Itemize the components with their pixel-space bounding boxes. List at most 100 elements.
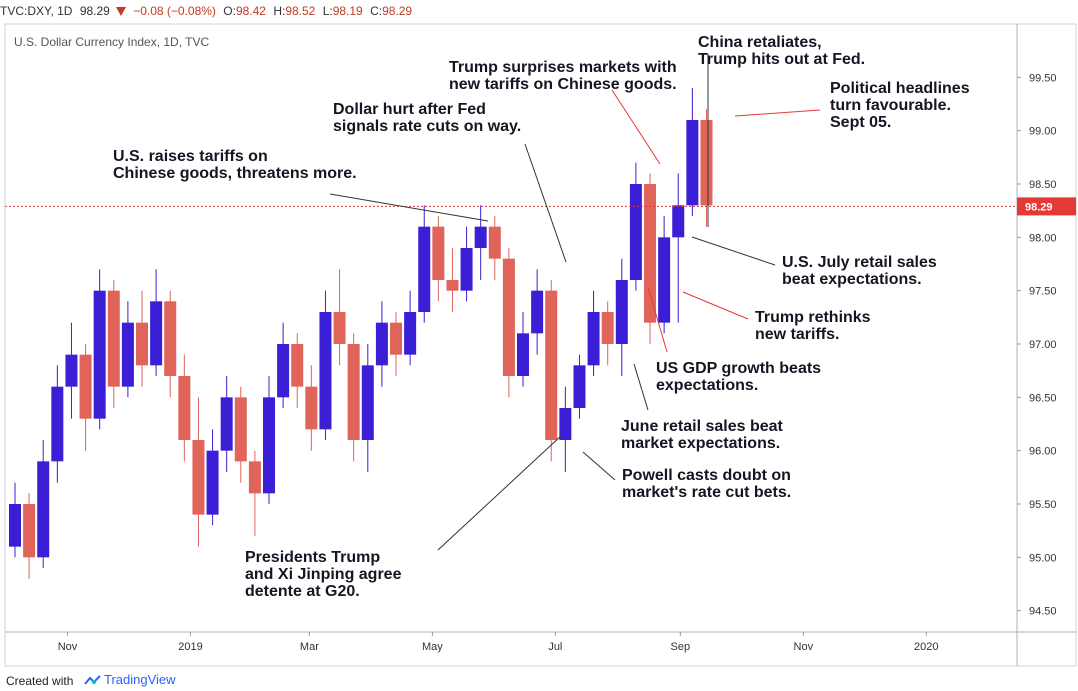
y-tick-label: 96.00 bbox=[1029, 446, 1057, 458]
x-tick-label: Jul bbox=[548, 641, 562, 653]
candle-body bbox=[65, 354, 78, 387]
candle-body bbox=[93, 290, 106, 419]
candle-body bbox=[700, 120, 713, 206]
leader-presidents-g20 bbox=[437, 434, 563, 551]
annotation-line: expectations. bbox=[656, 377, 758, 394]
candle-body bbox=[121, 322, 134, 387]
x-tick-label: Nov bbox=[794, 641, 814, 653]
candle-body bbox=[291, 344, 304, 387]
leader-dollar-hurt-fed bbox=[524, 143, 567, 263]
candle-body bbox=[517, 333, 530, 376]
candle-body bbox=[9, 504, 21, 547]
annotation-line: China retaliates, bbox=[698, 34, 822, 51]
annotation-line: Presidents Trump bbox=[245, 549, 380, 566]
footer: Created with TradingView bbox=[0, 669, 1078, 691]
candle-body bbox=[418, 226, 431, 312]
x-tick-label: 2020 bbox=[914, 641, 938, 653]
candle-body bbox=[390, 322, 403, 355]
candle-body bbox=[432, 226, 445, 280]
x-tick-label: Nov bbox=[58, 641, 78, 653]
last-price: 98.29 bbox=[79, 4, 110, 18]
low-label: L: bbox=[322, 4, 333, 18]
annotation-line: market's rate cut bets. bbox=[622, 484, 791, 501]
x-tick-label: May bbox=[422, 641, 443, 653]
y-tick-label: 99.50 bbox=[1029, 72, 1057, 84]
candle-body bbox=[615, 280, 628, 344]
leader-powell-doubt bbox=[582, 451, 616, 481]
high-value: 98.52 bbox=[285, 4, 316, 18]
candle-body bbox=[206, 450, 219, 515]
x-tick-label: Sep bbox=[671, 641, 691, 653]
candle-body bbox=[446, 280, 459, 291]
leader-trump-surprises bbox=[611, 89, 661, 165]
annotation-line: Dollar hurt after Fed bbox=[333, 101, 486, 118]
candle-body bbox=[23, 504, 36, 558]
leader-us-gdp bbox=[647, 286, 668, 353]
candle-body bbox=[587, 312, 600, 366]
y-tick-label: 97.00 bbox=[1029, 339, 1057, 351]
candle-body bbox=[658, 237, 671, 323]
candle-body bbox=[502, 258, 515, 376]
candle-body bbox=[319, 312, 332, 430]
candle-body bbox=[488, 226, 501, 259]
high-label: H: bbox=[273, 4, 286, 18]
annotation-us-raises-tariffs: U.S. raises tariffs on Chinese goods, thr… bbox=[113, 148, 357, 182]
x-tick-label: 2019 bbox=[178, 641, 202, 653]
annotation-line: Trump rethinks bbox=[755, 309, 871, 326]
candle-body bbox=[107, 290, 120, 387]
annotation-line: new tariffs. bbox=[755, 326, 839, 343]
candle-body bbox=[277, 344, 290, 398]
close-label: C: bbox=[370, 4, 383, 18]
last-price-tag: 98.29 bbox=[1017, 197, 1076, 216]
candle-body bbox=[192, 440, 205, 515]
low-value: 98.19 bbox=[332, 4, 363, 18]
candle-body bbox=[248, 461, 261, 494]
y-tick-label: 95.00 bbox=[1029, 552, 1057, 564]
candle-body bbox=[644, 184, 657, 323]
y-tick-label: 99.00 bbox=[1029, 126, 1057, 138]
candle-body bbox=[51, 386, 64, 462]
candle-body bbox=[474, 226, 487, 248]
change-value: −0.08 (−0.08%) bbox=[133, 4, 216, 18]
open-value: 98.42 bbox=[235, 4, 266, 18]
annotation-line: detente at G20. bbox=[245, 583, 360, 600]
tradingview-brand: TradingView bbox=[104, 672, 176, 687]
annotation-line: U.S. raises tariffs on bbox=[113, 148, 268, 165]
annotation-us-gdp: US GDP growth beats expectations. bbox=[656, 360, 821, 394]
candle-body bbox=[305, 386, 318, 430]
candle-body bbox=[234, 397, 247, 462]
down-arrow-icon bbox=[115, 7, 126, 17]
close-value: 98.29 bbox=[382, 4, 413, 18]
leader-political-headlines bbox=[734, 109, 821, 117]
candle-body bbox=[37, 461, 50, 558]
annotation-political-headlines: Political headlines turn favourable. Sept … bbox=[830, 80, 970, 131]
annotation-line: and Xi Jinping agree bbox=[245, 566, 402, 583]
candles-group bbox=[9, 88, 713, 579]
candlestick-chart[interactable]: U.S. Dollar Currency Index, 1D, TVC 98.2… bbox=[0, 22, 1078, 669]
annotation-line: Political headlines bbox=[830, 80, 970, 97]
y-tick-label: 94.50 bbox=[1029, 606, 1057, 618]
annotation-line: Chinese goods, threatens more. bbox=[113, 165, 357, 182]
candle-body bbox=[601, 312, 614, 344]
candle-body bbox=[629, 184, 642, 280]
candle-body bbox=[150, 301, 163, 366]
y-axis: 94.50 95.00 95.50 96.00 96.50 97.00 97.50 98.00… bbox=[1017, 72, 1057, 618]
annotation-leaders bbox=[329, 54, 821, 551]
annotation-line: Trump hits out at Fed. bbox=[698, 51, 865, 68]
candle-body bbox=[375, 322, 388, 366]
candle-body bbox=[361, 365, 374, 440]
candle-body bbox=[545, 290, 558, 440]
annotation-line: US GDP growth beats bbox=[656, 360, 821, 377]
annotation-presidents-g20: Presidents Trump and Xi Jinping agree dete… bbox=[245, 549, 402, 600]
y-tick-label: 97.50 bbox=[1029, 286, 1057, 298]
leader-june-retail bbox=[633, 363, 649, 411]
candle-body bbox=[263, 397, 276, 494]
x-axis: Nov 2019 Mar May Jul Sep Nov 2020 bbox=[58, 632, 939, 653]
y-tick-label: 98.00 bbox=[1029, 232, 1057, 244]
tradingview-logo[interactable]: TradingView bbox=[82, 672, 176, 687]
candle-body bbox=[333, 312, 346, 344]
annotation-line: June retail sales beat bbox=[621, 418, 784, 435]
annotation-line: Trump surprises markets with bbox=[449, 59, 677, 76]
candle-body bbox=[164, 301, 177, 376]
annotation-us-july-retail: U.S. July retail sales beat expectations. bbox=[782, 254, 937, 288]
